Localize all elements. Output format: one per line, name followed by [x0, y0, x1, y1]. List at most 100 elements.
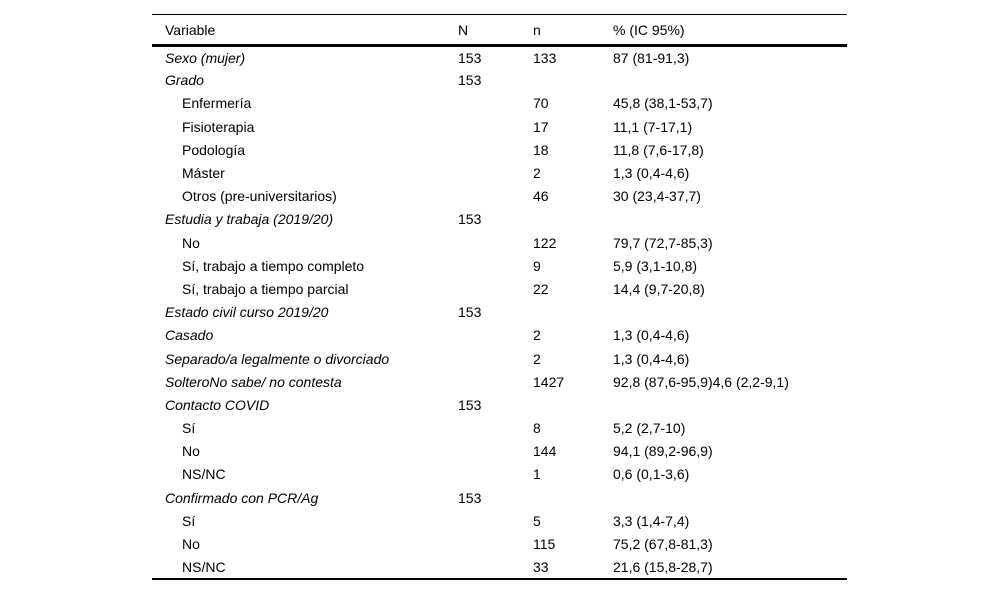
table-body: Sexo (mujer) 153 133 87 (81-91,3) Grado 153 En…: [152, 46, 847, 580]
table-row: SolteroNo sabe/ no contesta 1427 92,8 (87,…: [152, 370, 847, 393]
column-header-n-total: N: [458, 14, 533, 47]
n-count-cell: 18: [533, 141, 549, 158]
variable-cell: Podología: [182, 141, 246, 158]
pct-ci-cell: 1,3 (0,4-4,6): [613, 327, 690, 344]
table-row: Sexo (mujer) 153 133 87 (81-91,3): [152, 46, 847, 69]
table-row: Confirmado con PCR/Ag 153: [152, 486, 847, 509]
variable-cell: Otros (pre-universitarios): [182, 188, 337, 205]
pct-ci-cell: [613, 393, 847, 416]
header-row: Variable N n % (IC 95%): [152, 14, 847, 47]
pct-ci-cell: 75,2 (67,8-81,3): [613, 536, 713, 553]
n-total-cell: [458, 440, 533, 463]
table-row: Fisioterapia 17 11,1 (7-17,1): [152, 115, 847, 138]
n-total-cell: 153: [458, 49, 482, 66]
variable-cell: Sexo (mujer): [165, 49, 246, 66]
column-header-pct-ci: % (IC 95%): [613, 14, 847, 47]
pct-ci-cell: 45,8 (38,1-53,7): [613, 95, 713, 112]
n-count-cell: 144: [533, 443, 557, 460]
n-count-cell: 122: [533, 234, 557, 251]
table-row: Casado 2 1,3 (0,4-4,6): [152, 324, 847, 347]
pct-ci-cell: 14,4 (9,7-20,8): [613, 280, 705, 297]
table-row: No 115 75,2 (67,8-81,3): [152, 532, 847, 555]
n-count-cell: 133: [533, 49, 557, 66]
variable-cell: Sí: [182, 420, 196, 437]
n-total-cell: [458, 324, 533, 347]
pct-ci-cell: [613, 486, 847, 509]
n-count-cell: [533, 486, 613, 509]
n-count-cell: [533, 208, 613, 231]
table-row: Sí, trabajo a tiempo completo 9 5,9 (3,1-1…: [152, 254, 847, 277]
pct-ci-cell: 5,9 (3,1-10,8): [613, 257, 698, 274]
variable-cell: No: [182, 234, 200, 251]
n-count-cell: 8: [533, 420, 541, 437]
n-total-cell: [458, 138, 533, 161]
variable-cell: Casado: [165, 327, 214, 344]
variable-cell: Contacto COVID: [165, 396, 270, 413]
table-row: Podología 18 11,8 (7,6-17,8): [152, 138, 847, 161]
pct-ci-cell: [613, 301, 847, 324]
n-total-cell: [458, 347, 533, 370]
n-count-cell: 70: [533, 95, 549, 112]
n-count-cell: 2: [533, 327, 541, 344]
n-total-cell: 153: [458, 304, 482, 321]
table-row: Enfermería 70 45,8 (38,1-53,7): [152, 92, 847, 115]
table-row: No 122 79,7 (72,7-85,3): [152, 231, 847, 254]
n-count-cell: [533, 69, 613, 92]
n-count-cell: 9: [533, 257, 541, 274]
pct-ci-cell: 87 (81-91,3): [613, 49, 690, 66]
n-total-cell: [458, 370, 533, 393]
n-total-cell: [458, 417, 533, 440]
n-total-cell: [458, 509, 533, 532]
variable-cell: Grado: [165, 72, 204, 89]
pct-ci-cell: 0,6 (0,1-3,6): [613, 466, 690, 483]
variable-cell: Confirmado con PCR/Ag: [165, 489, 319, 506]
table-row: Sí 8 5,2 (2,7-10): [152, 417, 847, 440]
variable-cell: NS/NC: [152, 555, 458, 580]
variable-cell: Enfermería: [182, 95, 252, 112]
n-count-cell: 5: [533, 512, 541, 529]
table-row: Sí 5 3,3 (1,4-7,4): [152, 509, 847, 532]
n-total-cell: [458, 231, 533, 254]
pct-ci-cell: 94,1 (89,2-96,9): [613, 443, 713, 460]
variable-cell: Estado civil curso 2019/20: [165, 304, 329, 321]
n-total-cell: [458, 185, 533, 208]
n-count-cell: 1427: [533, 373, 565, 390]
column-header-variable: Variable: [152, 14, 458, 47]
variable-cell: Separado/a legalmente o divorciado: [165, 350, 390, 367]
variable-cell: NS/NC: [182, 466, 226, 483]
n-total-cell: [458, 254, 533, 277]
table-row: Sí, trabajo a tiempo parcial 22 14,4 (9,7-…: [152, 277, 847, 300]
variable-cell: Estudia y trabaja (2019/20): [165, 211, 334, 228]
n-count-cell: 2: [533, 165, 541, 182]
n-count-cell: [533, 393, 613, 416]
n-total-cell: [458, 277, 533, 300]
table-row: Grado 153: [152, 69, 847, 92]
pct-ci-cell: 21,6 (15,8-28,7): [613, 555, 847, 580]
n-count-cell: 46: [533, 188, 549, 205]
n-total-cell: [458, 463, 533, 486]
pct-ci-cell: 3,3 (1,4-7,4): [613, 512, 690, 529]
variable-cell: No: [182, 443, 200, 460]
variable-cell: SolteroNo sabe/ no contesta: [165, 373, 342, 390]
variable-cell: Sí, trabajo a tiempo completo: [182, 257, 365, 274]
table-row: NS/NC 33 21,6 (15,8-28,7): [152, 555, 847, 580]
statistics-table: Variable N n % (IC 95%) Sexo (mujer) 153 1…: [152, 14, 847, 580]
n-total-cell: [458, 115, 533, 138]
pct-ci-cell: 1,3 (0,4-4,6): [613, 165, 690, 182]
table-row: Contacto COVID 153: [152, 393, 847, 416]
pct-ci-cell: 11,8 (7,6-17,8): [613, 141, 704, 158]
n-total-cell: [458, 92, 533, 115]
n-total-cell: [458, 532, 533, 555]
n-total-cell: 153: [458, 396, 482, 413]
variable-cell: Máster: [182, 165, 225, 182]
variable-cell: Sí: [182, 512, 196, 529]
n-count-cell: 1: [533, 466, 541, 483]
table-row: Otros (pre-universitarios) 46 30 (23,4-37,…: [152, 185, 847, 208]
pct-ci-cell: 1,3 (0,4-4,6): [613, 350, 690, 367]
n-total-cell: 153: [458, 211, 482, 228]
pct-ci-cell: 11,1 (7-17,1): [613, 118, 693, 135]
column-header-n-count: n: [533, 14, 613, 47]
n-count-cell: 33: [533, 555, 613, 580]
n-count-cell: 115: [533, 536, 556, 553]
table-row: NS/NC 1 0,6 (0,1-3,6): [152, 463, 847, 486]
